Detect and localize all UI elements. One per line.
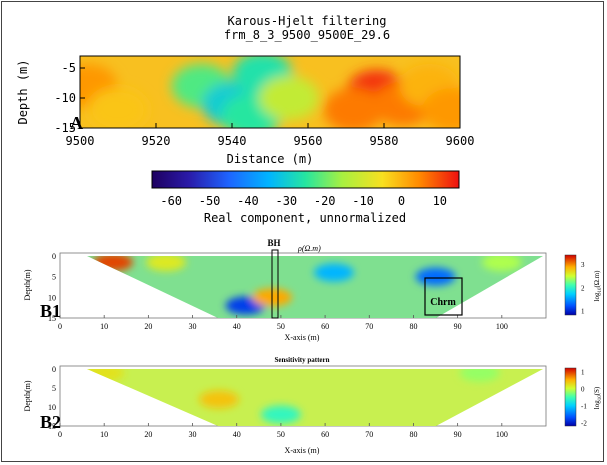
b2-xtick-label: 20: [144, 430, 152, 439]
panel-a-anomaly-8: [323, 88, 384, 128]
b1-ytick-label: 10: [48, 293, 56, 302]
b1-xtick-label: 80: [409, 322, 417, 331]
b2-xtick-label: 40: [233, 430, 241, 439]
b1-ytick-label: 0: [52, 252, 56, 261]
b2-xtick-label: 70: [365, 430, 373, 439]
b1-xtick-label: 10: [100, 322, 108, 331]
b2-ytick-label: 0: [52, 365, 56, 374]
b1-xtick-label: 50: [277, 322, 285, 331]
b2-xtick-label: 90: [454, 430, 462, 439]
b1-xtick-label: 20: [144, 322, 152, 331]
panel-b1-colorbar: [564, 254, 577, 316]
b2-xtick-label: 30: [189, 430, 197, 439]
b2-xtick-label: 80: [409, 430, 417, 439]
panel-a-anomaly-6: [259, 76, 319, 120]
b2-colorbar-tick: -2: [581, 420, 587, 428]
b1-anomaly-6: [481, 256, 522, 272]
b2-ytick-label: 15: [48, 422, 56, 431]
panel-a-label: A: [70, 113, 83, 133]
b1-colorbar-tick: 2: [581, 284, 585, 292]
panel-a-plot-border: [79, 55, 461, 129]
b1-xtick-label: 70: [365, 322, 373, 331]
panel-b1-label: B1: [40, 301, 61, 321]
b1-xtick-label: 100: [496, 322, 508, 331]
panel-b1-xlabel: X-axis (m): [285, 333, 320, 342]
resistivity-symbol: ρ(Ω.m): [297, 244, 321, 253]
panel-a-colorbar-tick: -40: [237, 194, 259, 208]
b2-xtick-label: 10: [100, 430, 108, 439]
b1-anomaly-5: [415, 267, 456, 286]
b2-xtick-label: 100: [496, 430, 508, 439]
b1-xtick-label: 90: [454, 322, 462, 331]
b1-colorbar-tick: 3: [581, 261, 585, 269]
panel-b2-ylabel: Depth(m): [23, 380, 32, 411]
panel-a-colorbar-tick: 0: [398, 194, 405, 208]
b2-colorbar-tick: -1: [581, 403, 587, 411]
b2-colorbar-tick: 1: [581, 368, 585, 376]
b2-xtick-label: 50: [277, 430, 285, 439]
chromite-label: Chrm: [430, 297, 456, 308]
panel-a-title: Karous-Hjelt filtering: [228, 14, 387, 28]
panel-a-colorbar-label: Real component, unnormalized: [204, 211, 406, 225]
panel-a-ytick-label: -10: [54, 91, 76, 105]
panel-a-colorbar-tick: -10: [352, 194, 374, 208]
b1-xtick-label: 30: [189, 322, 197, 331]
b2-anomaly-3: [459, 369, 500, 382]
b1-xtick-label: 0: [58, 322, 62, 331]
b1-ytick-label: 5: [52, 273, 56, 282]
panel-a-colorbar-tick: -30: [275, 194, 297, 208]
chromite-box: [424, 277, 463, 316]
panel-a-ytick-label: -5: [62, 61, 76, 75]
panel-b1-ylabel: Depth(m): [23, 269, 32, 300]
borehole-marker: [271, 249, 279, 319]
panel-a-xtick-label: 9560: [294, 134, 323, 148]
panel-b2-colorbar-label: log10(S): [593, 386, 603, 409]
borehole-label: BH: [267, 238, 280, 248]
b1-xtick-label: 60: [321, 322, 329, 331]
b1-ytick-label: 15: [48, 314, 56, 323]
b1-anomaly-4: [313, 263, 354, 282]
b2-anomaly-2: [260, 405, 301, 424]
panel-b2-xlabel: X-axis (m): [285, 446, 320, 455]
b2-colorbar-tick: 0: [581, 385, 585, 393]
panel-a-xtick-label: 9520: [142, 134, 171, 148]
b1-xtick-label: 40: [233, 322, 241, 331]
b2-ytick-label: 5: [52, 384, 56, 393]
panel-a-ytick-label: -15: [54, 121, 76, 135]
b2-anomaly-1: [199, 390, 240, 409]
panel-a-ylabel: Depth (m): [16, 59, 30, 124]
panel-a-subtitle: frm_8_3_9500_9500E_29.6: [224, 28, 390, 42]
panel-b2-label: B2: [40, 412, 61, 432]
panel-a-colorbar-tick: -50: [199, 194, 221, 208]
b1-anomaly-1: [146, 256, 187, 272]
panel-a-colorbar-tick: -60: [160, 194, 182, 208]
panel-a-xtick-label: 9600: [446, 134, 475, 148]
panel-a-xtick-label: 9580: [370, 134, 399, 148]
b1-colorbar-tick: 1: [581, 307, 585, 315]
panel-a-anomaly-11: [422, 88, 460, 128]
panel-a-heatmap: [80, 56, 460, 128]
panel-b1-colorbar-label: log10(Ω.m): [593, 270, 603, 302]
panel-a-xtick-label: 9540: [218, 134, 247, 148]
panel-b2-colorbar: [564, 367, 577, 427]
panel-a-colorbar-tick: -20: [314, 194, 336, 208]
panel-a-xlabel: Distance (m): [227, 152, 314, 166]
panel-a-anomaly-1: [88, 88, 148, 128]
panel-a-xtick-label: 9500: [66, 134, 95, 148]
b2-xtick-label: 0: [58, 430, 62, 439]
b2-ytick-label: 10: [48, 403, 56, 412]
panel-a-colorbar-tick: 10: [433, 194, 447, 208]
panel-b2-title: Sensitivity pattern: [274, 356, 329, 364]
panel-a-colorbar: [151, 170, 460, 189]
b2-xtick-label: 60: [321, 430, 329, 439]
